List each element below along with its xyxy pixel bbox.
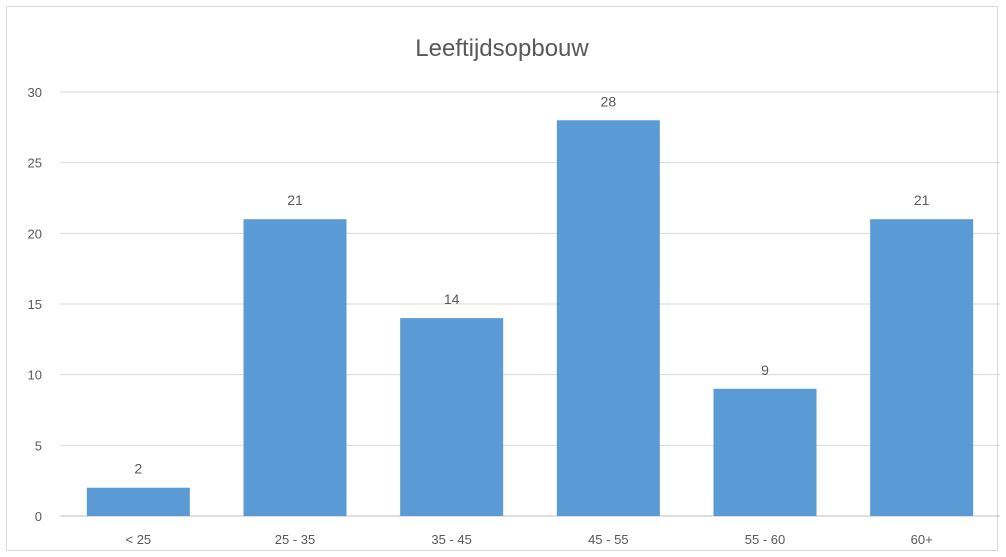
data-label: 28 bbox=[601, 93, 617, 109]
x-tick-label: < 25 bbox=[125, 532, 151, 547]
y-tick-label: 0 bbox=[35, 509, 42, 524]
data-label: 2 bbox=[134, 461, 142, 477]
bar bbox=[713, 388, 817, 516]
x-tick-label: 60+ bbox=[911, 532, 933, 547]
y-tick-label: 10 bbox=[28, 368, 42, 383]
x-tick-label: 45 - 55 bbox=[588, 532, 628, 547]
y-tick-label: 5 bbox=[35, 438, 42, 453]
bar bbox=[870, 219, 974, 516]
x-tick-label: 35 - 45 bbox=[431, 532, 471, 547]
y-tick-label: 15 bbox=[28, 297, 42, 312]
y-tick-label: 25 bbox=[28, 156, 42, 171]
bar bbox=[400, 318, 504, 516]
data-label: 21 bbox=[287, 192, 303, 208]
bar bbox=[556, 120, 660, 517]
x-tick-label: 25 - 35 bbox=[275, 532, 315, 547]
chart-title: Leeftijdsopbouw bbox=[415, 35, 589, 62]
bar bbox=[243, 219, 347, 516]
y-tick-label: 30 bbox=[28, 85, 42, 100]
x-tick-label: 55 - 60 bbox=[745, 532, 785, 547]
bar bbox=[86, 487, 190, 516]
data-label: 21 bbox=[914, 192, 930, 208]
y-tick-label: 20 bbox=[28, 226, 42, 241]
data-label: 9 bbox=[761, 362, 769, 378]
data-label: 14 bbox=[444, 291, 460, 307]
